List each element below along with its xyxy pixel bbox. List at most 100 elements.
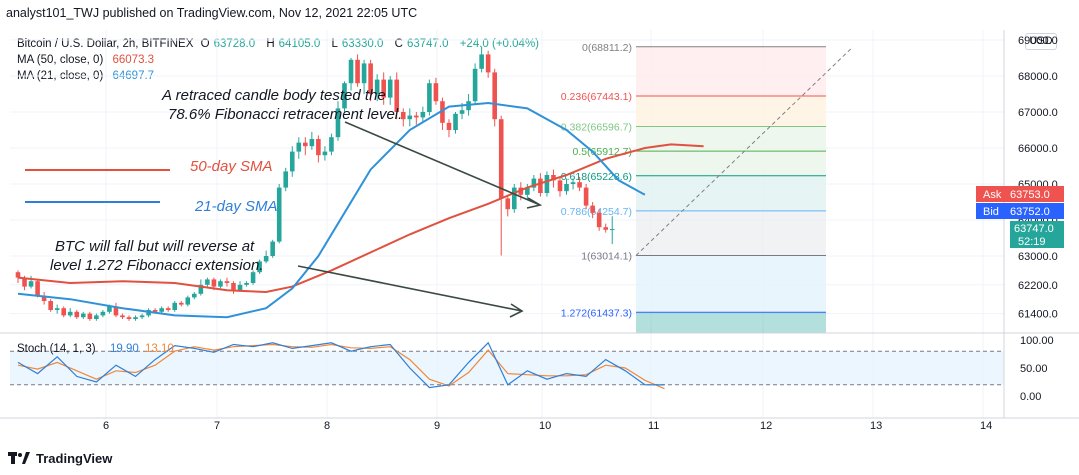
fib-level-label: 0.786(64254.7) (561, 206, 632, 218)
symbol-legend[interactable]: Bitcoin / U.S. Dollar, 2h, BITFINEX O 637… (17, 38, 543, 50)
top-note-line2: 78.6% Fibonacci retracement level. (168, 106, 402, 123)
candle-body (577, 182, 582, 188)
candle-body (54, 308, 60, 310)
fib-zone (636, 151, 826, 176)
ask-tag (976, 186, 1064, 202)
fib-trend-line (635, 46, 854, 256)
candle-body (361, 63, 367, 84)
candle-body (41, 295, 47, 301)
bottom-arrow-line (297, 265, 523, 312)
price-tags: Ask 63753.0 Bid 63752.0 63747.0 52:19 (976, 186, 1064, 248)
bottom-note-line1: BTC will fall but will reverse at (55, 238, 255, 255)
time-tick-label: 10 (539, 420, 551, 432)
candle-body (538, 178, 543, 193)
candle-body (172, 302, 178, 310)
candle-body (394, 79, 400, 112)
last-price-tag (1010, 221, 1064, 248)
fib-level-label: 0(68811.2) (582, 42, 632, 54)
stoch-d-value: 13.10 (145, 343, 174, 355)
candle-body (244, 283, 249, 285)
currency-button[interactable]: USD (1025, 33, 1057, 50)
candle-body (446, 122, 452, 130)
candle-body (231, 283, 236, 291)
candle-body (283, 171, 289, 188)
candle-body (94, 315, 99, 319)
candle-body (609, 229, 615, 231)
moving-averages (17, 101, 704, 319)
time-tick-label: 14 (980, 420, 992, 432)
candle-body (440, 101, 445, 123)
candle-body (100, 311, 106, 316)
symbol-name: Bitcoin / U.S. Dollar, 2h, BITFINEX (17, 38, 194, 50)
candle-body (479, 54, 484, 69)
candle-body (198, 284, 204, 294)
stoch-k-line (17, 341, 665, 389)
candle-body (427, 83, 432, 112)
candle-body (120, 315, 125, 318)
candle-body (590, 205, 595, 213)
candle-body (583, 187, 589, 206)
candle-body (329, 137, 334, 152)
candle-body (28, 281, 34, 287)
stoch-tick-label: 100.00 (1020, 335, 1054, 347)
top-arrow-head (526, 197, 543, 209)
stoch-tick-label: 0.00 (1020, 391, 1041, 403)
price-tick-label: 68000.0 (1018, 71, 1058, 83)
candle-body (505, 198, 511, 210)
time-tick-label: 13 (870, 420, 882, 432)
candle-body (237, 284, 243, 291)
candle-body (381, 79, 386, 98)
candle-body (387, 79, 393, 98)
ma50-value: 66073.3 (112, 54, 155, 66)
countdown-value: 52:19 (1018, 236, 1046, 248)
price-tick-label: 69000.0 (1018, 35, 1058, 47)
candle-body (570, 182, 576, 184)
candle-body (159, 308, 164, 312)
candle-body (400, 112, 406, 120)
candle-body (113, 306, 119, 316)
tradingview-brand: TradingView (36, 451, 113, 466)
fib-zone (636, 96, 826, 127)
publisher-header: analyst101_TWJ published on TradingView.… (6, 6, 418, 20)
price-tick-label: 62200.0 (1018, 280, 1058, 292)
candle-body (335, 108, 341, 138)
time-tick-label: 9 (434, 420, 440, 432)
o-letter: O (200, 38, 210, 50)
candle-body (185, 297, 191, 305)
bid-label: Bid (983, 206, 999, 218)
stoch-label: Stoch (14, 1, 3) (17, 343, 96, 355)
stoch-tick-label: 50.00 (1020, 363, 1048, 375)
candle-body (433, 83, 439, 102)
stoch-k-value: 19.90 (110, 343, 139, 355)
candle-body (152, 310, 158, 312)
candle-body (492, 72, 497, 120)
candle-body (525, 187, 530, 195)
time-tick-label: 8 (324, 420, 330, 432)
fib-zone (636, 126, 826, 152)
candle-body (557, 180, 563, 192)
candle-body (498, 119, 504, 199)
ma50-label: MA (50, close, 0) (17, 54, 104, 66)
bid-tag (976, 203, 1064, 219)
top-arrow-line (344, 121, 541, 206)
low-value: 63330.0 (341, 38, 384, 50)
candle-body (276, 187, 282, 242)
time-tick-label: 12 (760, 420, 772, 432)
candle-body (459, 110, 465, 114)
fib-level-label: 0.236(67443.1) (561, 91, 632, 103)
fib-zone (636, 46, 826, 97)
candle-body (322, 151, 328, 156)
sma21-note: 21-day SMA (194, 198, 278, 215)
close-value: 63747.0 (406, 38, 449, 50)
ask-label: Ask (983, 189, 1002, 201)
time-tick-label: 11 (648, 420, 659, 432)
candle-body (472, 68, 478, 102)
candle-body (178, 302, 184, 305)
ma50-legend[interactable]: MA (50, close, 0) 66073.3 (17, 54, 154, 66)
candle-body (309, 139, 315, 147)
price-tick-label: 63000.0 (1018, 251, 1058, 263)
fib-extension-zone (636, 312, 826, 333)
candle-body (511, 187, 517, 210)
h-letter: H (266, 38, 275, 50)
